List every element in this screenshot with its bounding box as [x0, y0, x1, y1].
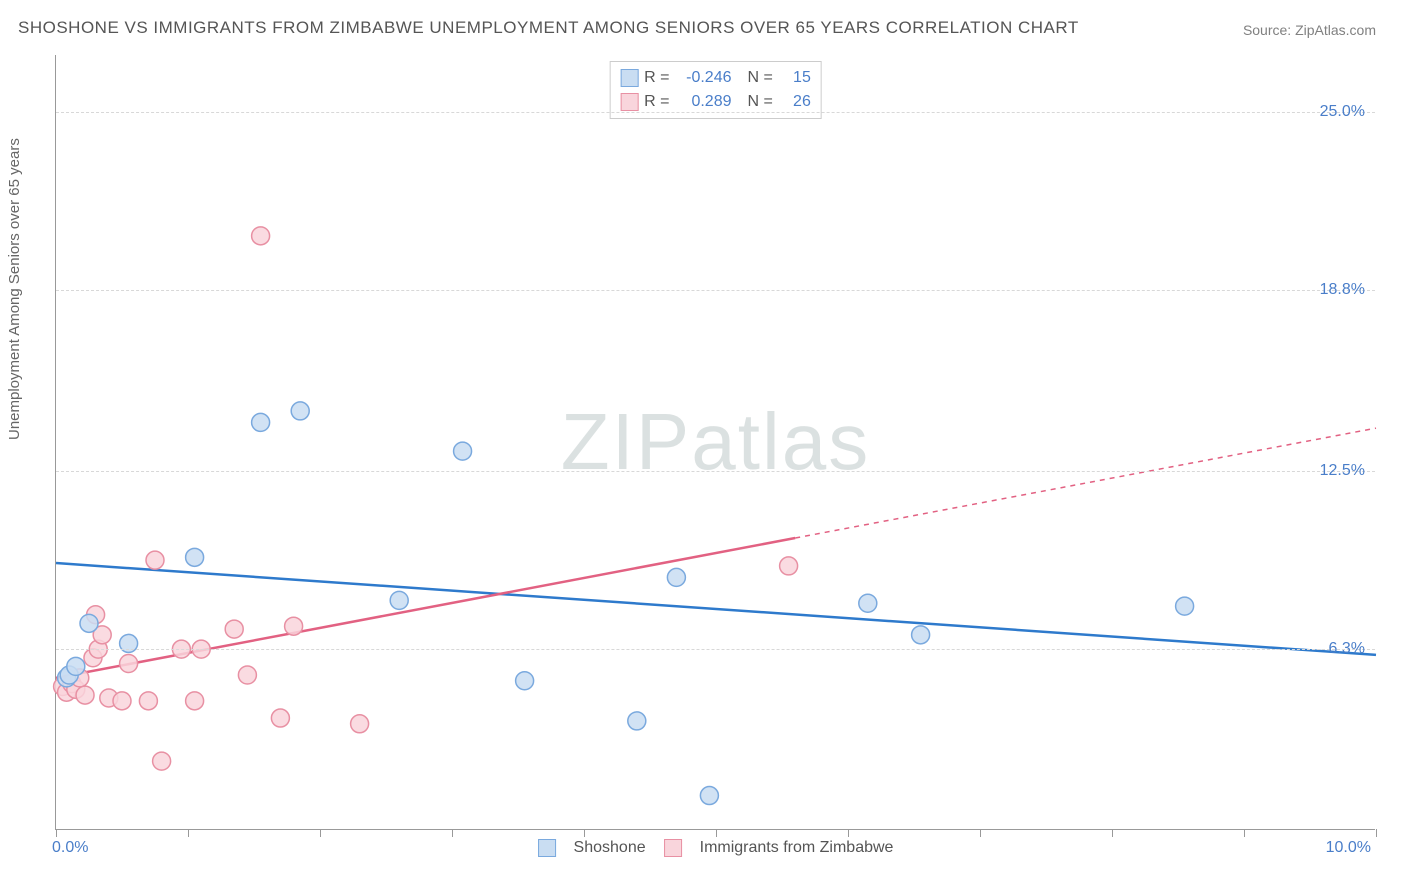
x-tick [56, 829, 57, 837]
chart-svg [56, 55, 1375, 829]
gridline [56, 471, 1375, 472]
legend-label-zimbabwe: Immigrants from Zimbabwe [700, 839, 894, 857]
legend-label-shoshone: Shoshone [574, 839, 646, 857]
x-tick [1244, 829, 1245, 837]
y-tick-label: 25.0% [1320, 103, 1365, 121]
x-tick-label: 0.0% [52, 839, 88, 857]
swatch-zimbabwe [664, 839, 682, 857]
gridline [56, 290, 1375, 291]
x-tick [1376, 829, 1377, 837]
x-tick [848, 829, 849, 837]
x-tick [452, 829, 453, 837]
plot-area: ZIPatlas R = -0.246 N = 15 R = 0.289 N =… [55, 55, 1375, 830]
chart-title: SHOSHONE VS IMMIGRANTS FROM ZIMBABWE UNE… [18, 18, 1079, 38]
x-tick [1112, 829, 1113, 837]
x-tick [188, 829, 189, 837]
x-tick-label: 10.0% [1326, 839, 1371, 857]
y-tick-label: 12.5% [1320, 462, 1365, 480]
y-tick-label: 18.8% [1320, 281, 1365, 299]
x-tick [980, 829, 981, 837]
x-tick [716, 829, 717, 837]
y-tick-label: 6.3% [1329, 640, 1365, 658]
x-tick [584, 829, 585, 837]
y-axis-label: Unemployment Among Seniors over 65 years [6, 138, 23, 440]
swatch-shoshone [538, 839, 556, 857]
legend-series: Shoshone Immigrants from Zimbabwe [538, 839, 894, 857]
x-tick [320, 829, 321, 837]
gridline [56, 112, 1375, 113]
gridline [56, 649, 1375, 650]
source-attribution: Source: ZipAtlas.com [1243, 22, 1376, 38]
